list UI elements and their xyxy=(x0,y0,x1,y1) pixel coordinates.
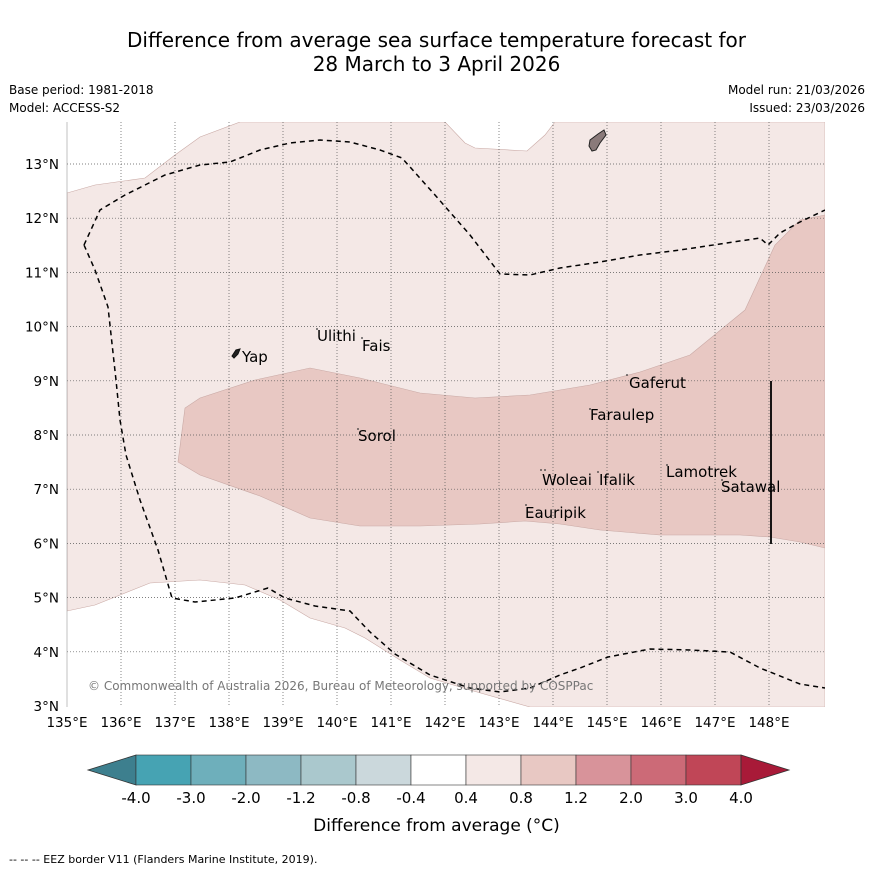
lon-label: 141°E xyxy=(370,715,411,731)
lon-label: 144°E xyxy=(532,715,573,731)
colorbar-extend-low xyxy=(86,754,137,786)
colorbar-segment xyxy=(520,754,577,786)
lon-label: 142°E xyxy=(424,715,465,731)
colorbar-segment xyxy=(630,754,687,786)
lat-label: 4°N xyxy=(34,645,59,661)
title-line-1: Difference from average sea surface temp… xyxy=(126,28,746,52)
lon-label: 145°E xyxy=(586,715,627,731)
colorbar-segment xyxy=(300,754,357,786)
colorbar-segment xyxy=(685,754,742,786)
place-fais: Fais xyxy=(362,337,391,355)
colorbar-segment xyxy=(245,754,302,786)
colorbar-tick-label: 2.0 xyxy=(619,789,643,807)
colorbar-tick-label: -1.2 xyxy=(286,789,315,807)
colorbar-tick-label: 1.2 xyxy=(564,789,588,807)
yap-island xyxy=(231,348,241,359)
place-ulithi: Ulithi xyxy=(317,327,356,345)
lon-label: 148°E xyxy=(748,715,789,731)
lon-label: 139°E xyxy=(262,715,303,731)
colorbar-tick-label: -2.0 xyxy=(231,789,260,807)
anomaly-region-0-8-to-1-2 xyxy=(177,214,825,549)
lon-label: 146°E xyxy=(640,715,681,731)
lon-label: 137°E xyxy=(154,715,195,731)
colorbar-label: Difference from average (°C) xyxy=(313,816,560,836)
lon-label: 135°E xyxy=(46,715,87,731)
graticule xyxy=(67,122,825,707)
lon-label: 136°E xyxy=(100,715,141,731)
place-yap: Yap xyxy=(241,348,268,366)
lat-label: 13°N xyxy=(25,157,59,173)
colorbar-segment xyxy=(465,754,522,786)
issued-date: Issued: 23/03/2026 xyxy=(749,101,865,115)
lat-label: 6°N xyxy=(34,536,59,552)
lat-label: 7°N xyxy=(34,482,59,498)
lon-label: 140°E xyxy=(316,715,357,731)
lat-label: 3°N xyxy=(34,699,59,715)
colorbar-tick-label: 0.8 xyxy=(509,789,533,807)
copyright-notice: © Commonwealth of Australia 2026, Bureau… xyxy=(88,679,593,693)
colorbar-tick-label: 3.0 xyxy=(674,789,698,807)
base-period: Base period: 1981-2018 xyxy=(9,83,154,97)
colorbar-tick-label: -4.0 xyxy=(121,789,150,807)
meta-right: Model run: 21/03/2026 Issued: 23/03/2026 xyxy=(728,81,865,117)
lon-label: 143°E xyxy=(478,715,519,731)
lat-label: 9°N xyxy=(34,374,59,390)
place-ifalik: Ifalik xyxy=(599,471,635,489)
colorbar-extend-high xyxy=(740,754,791,786)
colorbar-segment xyxy=(575,754,632,786)
colorbar xyxy=(86,754,791,786)
meta-left: Base period: 1981-2018 Model: ACCESS-S2 xyxy=(9,81,154,117)
colorbar-tick-label: 4.0 xyxy=(729,789,753,807)
guam-island xyxy=(588,129,607,152)
place-woleai: Woleai xyxy=(542,471,592,489)
lat-label: 12°N xyxy=(25,211,59,227)
colorbar-segment xyxy=(135,754,192,786)
place-sorol: Sorol xyxy=(358,427,396,445)
place-faraulep: Faraulep xyxy=(590,406,654,424)
model-name: Model: ACCESS-S2 xyxy=(9,101,121,115)
lon-label: 138°E xyxy=(208,715,249,731)
lat-label: 10°N xyxy=(25,320,59,336)
map-title: Difference from average sea surface temp… xyxy=(0,28,873,76)
atoll-dots xyxy=(316,328,723,506)
lon-label: 147°E xyxy=(694,715,735,731)
lat-label: 8°N xyxy=(34,428,59,444)
place-eauripik: Eauripik xyxy=(525,504,586,522)
colorbar-segment xyxy=(190,754,247,786)
eez-footnote: -- -- -- EEZ border V11 (Flanders Marine… xyxy=(9,853,318,866)
model-run: Model run: 21/03/2026 xyxy=(727,83,865,97)
lat-label: 11°N xyxy=(25,265,59,281)
colorbar-tick-label: -0.8 xyxy=(341,789,370,807)
lat-label: 5°N xyxy=(34,591,59,607)
place-lamotrek: Lamotrek xyxy=(666,463,737,481)
place-satawal: Satawal xyxy=(721,478,780,496)
colorbar-tick-label: -0.4 xyxy=(396,789,425,807)
colorbar-tick-label: -3.0 xyxy=(176,789,205,807)
place-gaferut: Gaferut xyxy=(629,374,686,392)
colorbar-segment xyxy=(410,754,467,786)
title-line-2: 28 March to 3 April 2026 xyxy=(312,52,561,76)
colorbar-segment xyxy=(355,754,412,786)
colorbar-tick-label: 0.4 xyxy=(454,789,478,807)
eez-border xyxy=(83,139,825,693)
